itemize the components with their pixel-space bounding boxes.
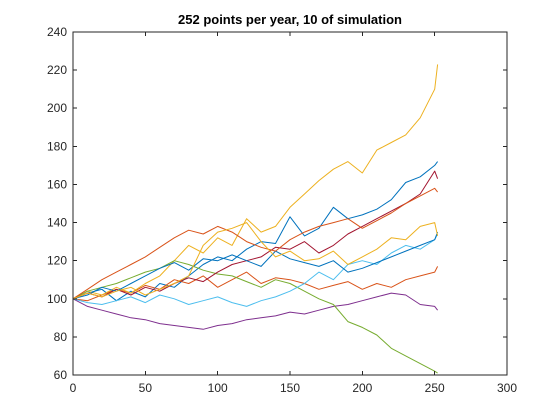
x-tick-label: 0 [70, 381, 77, 395]
series-layer [72, 64, 439, 374]
y-tick-label: 180 [47, 139, 67, 153]
y-tick-label: 140 [47, 216, 67, 230]
x-tick-label: 200 [352, 381, 372, 395]
chart-title: 252 points per year, 10 of simulation [178, 12, 402, 27]
y-tick-label: 160 [47, 177, 67, 191]
x-tick-label: 50 [139, 381, 153, 395]
y-axis: 60 80 100 120 140 160 180 200 220 240 [47, 25, 507, 382]
series-line-10 [72, 222, 439, 300]
series-line-7 [72, 170, 439, 300]
y-tick-label: 200 [47, 101, 67, 115]
y-tick-label: 220 [47, 63, 67, 77]
x-tick-label: 250 [425, 381, 445, 395]
x-tick-label: 150 [280, 381, 300, 395]
series-line-2 [72, 266, 439, 302]
series-line-8 [72, 231, 439, 300]
x-tick-label: 300 [497, 381, 517, 395]
x-tick-label: 100 [208, 381, 228, 395]
series-line-5 [72, 260, 438, 374]
y-tick-label: 120 [47, 254, 67, 268]
x-axis: 0 50 100 150 200 250 300 [70, 32, 517, 395]
y-tick-label: 80 [54, 330, 68, 344]
y-tick-label: 60 [54, 368, 68, 382]
y-tick-label: 240 [47, 25, 67, 39]
series-line-9 [72, 187, 438, 300]
y-tick-label: 100 [47, 292, 67, 306]
series-line-4 [72, 292, 438, 330]
series-line-6 [72, 233, 439, 307]
